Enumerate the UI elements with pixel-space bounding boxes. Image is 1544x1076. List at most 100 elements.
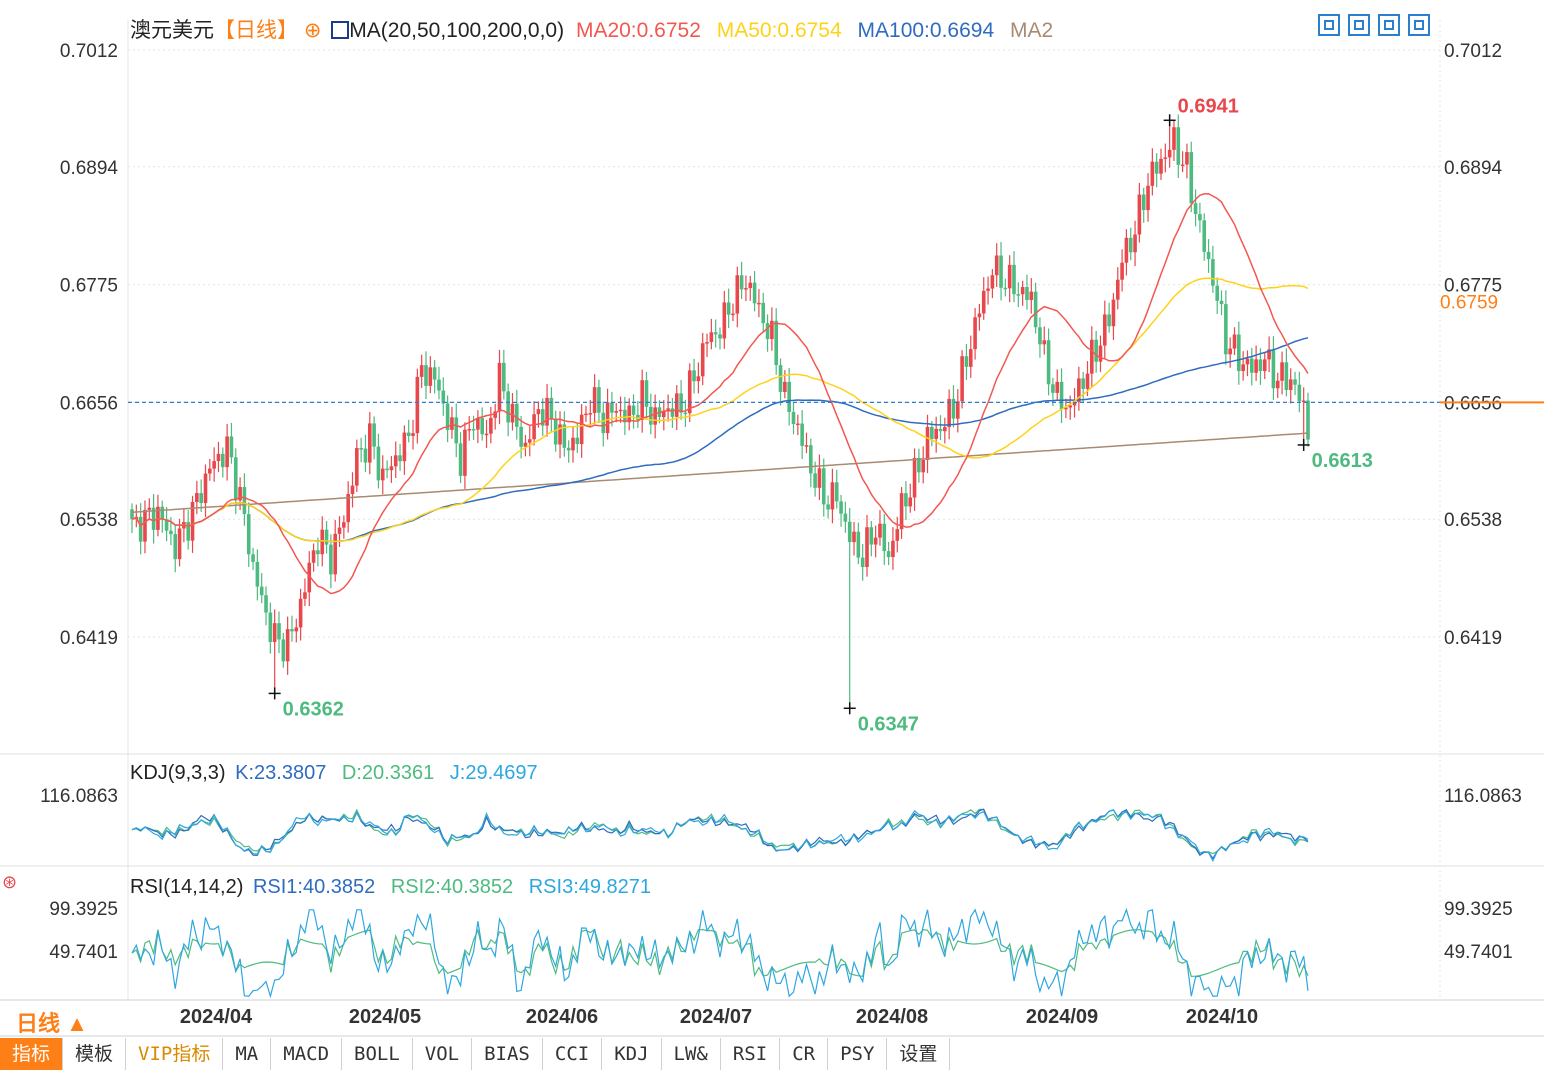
candle-body xyxy=(575,437,580,445)
candle-body xyxy=(324,529,329,545)
candle-body xyxy=(437,379,441,391)
period-label[interactable]: 【日线】 xyxy=(214,19,298,42)
candle-body xyxy=(1141,194,1146,211)
candle-body xyxy=(385,468,389,471)
tab-kdj[interactable]: KDJ xyxy=(602,1038,662,1070)
candle-body xyxy=(614,411,619,413)
chart-layout-icon[interactable] xyxy=(1348,14,1370,36)
indicator-chart-icon[interactable] xyxy=(331,21,350,39)
candle-body xyxy=(1146,185,1150,211)
candle-body xyxy=(778,365,783,392)
candle-body xyxy=(303,592,307,599)
tab-bias[interactable]: BIAS xyxy=(472,1038,543,1070)
settings-circle-icon[interactable]: ⊕ xyxy=(303,19,322,42)
ma50-line xyxy=(131,277,1309,543)
candle-body xyxy=(610,402,614,413)
x-tick-label: 2024/04 xyxy=(180,1006,253,1028)
tab-lw[interactable]: LW& xyxy=(661,1038,721,1070)
tab-macd[interactable]: MACD xyxy=(271,1038,343,1070)
candle-body xyxy=(938,428,943,432)
candle-body xyxy=(973,317,977,350)
kdj-label[interactable]: KDJ(9,3,3) xyxy=(130,762,226,784)
candle-body xyxy=(160,506,165,520)
period-button[interactable]: 日线 ▲ xyxy=(16,1011,88,1036)
candle-body xyxy=(471,428,476,431)
candle-body xyxy=(865,527,869,568)
candle-body xyxy=(467,428,472,431)
candle-body xyxy=(834,482,839,502)
candle-body xyxy=(484,433,489,436)
candle-body xyxy=(1007,264,1012,289)
tab-psy[interactable]: PSY xyxy=(828,1038,888,1070)
candle-body xyxy=(264,595,268,613)
play-icon[interactable] xyxy=(1378,14,1400,36)
candle-body xyxy=(770,320,774,340)
candle-body xyxy=(445,403,450,430)
candle-body xyxy=(873,537,878,545)
candle-body xyxy=(208,468,212,474)
rsi2-value: RSI2:40.3852 xyxy=(390,876,514,898)
candles xyxy=(130,114,1310,709)
tab-vip-indicators[interactable]: VIP指标 xyxy=(126,1038,224,1070)
candle-body xyxy=(255,561,260,587)
tab-vol[interactable]: VOL xyxy=(412,1038,473,1070)
candle-body xyxy=(1094,339,1098,362)
tab-templates[interactable]: 模板 xyxy=(63,1038,127,1070)
candle-body xyxy=(1228,348,1232,355)
tab-cci[interactable]: CCI xyxy=(542,1038,603,1070)
candle-body xyxy=(355,448,359,486)
candle-body xyxy=(497,362,502,412)
candle-body xyxy=(1224,304,1228,355)
candle-body xyxy=(1016,294,1021,296)
indicator-name[interactable]: MA(20,50,100,200,0,0) xyxy=(349,19,565,42)
candle-body xyxy=(1133,234,1137,253)
rsi-label[interactable]: RSI(14,14,2) xyxy=(130,876,244,898)
candle-body xyxy=(1064,407,1068,410)
candle-body xyxy=(1185,152,1189,165)
candle-body xyxy=(553,418,558,445)
candle-body xyxy=(1051,384,1055,393)
tab-cr[interactable]: CR xyxy=(780,1038,829,1070)
tab-boll[interactable]: BOLL xyxy=(342,1038,413,1070)
candle-body xyxy=(592,387,597,414)
candle-body xyxy=(925,426,930,460)
forward-icon[interactable] xyxy=(1408,14,1430,36)
candle-body xyxy=(601,412,606,434)
y-tick-label-left: 0.6894 xyxy=(60,158,119,179)
y-tick-label-right: 0.6419 xyxy=(1444,628,1502,649)
ma100-value: MA100:0.6694 xyxy=(857,19,995,42)
candle-body xyxy=(532,414,536,440)
candle-body xyxy=(1115,279,1120,300)
candle-body xyxy=(523,442,528,447)
tab-indicators[interactable]: 指标 xyxy=(0,1038,64,1070)
candle-body xyxy=(1124,237,1129,263)
x-tick-label: 2024/05 xyxy=(349,1006,421,1028)
x-tick-label: 2024/07 xyxy=(680,1006,752,1028)
rsi-tick-mid-left: 49.7401 xyxy=(49,942,118,963)
candle-body xyxy=(640,380,644,420)
target-icon[interactable]: ⊛ xyxy=(2,872,18,892)
layout-grid-icon[interactable] xyxy=(1318,14,1340,36)
candle-body xyxy=(411,433,415,437)
candle-body xyxy=(947,398,951,428)
candle-body xyxy=(458,443,463,476)
tab-ma[interactable]: MA xyxy=(223,1038,272,1070)
candle-body xyxy=(878,523,882,538)
candle-body xyxy=(233,457,238,501)
candle-body xyxy=(527,439,532,443)
tab-rsi[interactable]: RSI xyxy=(720,1038,781,1070)
candle-body xyxy=(419,365,424,377)
candle-body xyxy=(242,487,247,515)
candle-body xyxy=(1297,384,1302,402)
candle-body xyxy=(268,612,273,643)
candle-body xyxy=(316,550,320,555)
candle-body xyxy=(912,457,917,498)
kdj-k-value: K:23.3807 xyxy=(235,762,327,784)
candle-body xyxy=(847,521,852,543)
tab-settings[interactable]: 设置 xyxy=(887,1038,951,1070)
candle-body xyxy=(899,493,904,530)
candle-body xyxy=(986,288,990,291)
candle-body xyxy=(1271,349,1276,389)
candle-body xyxy=(562,424,567,448)
